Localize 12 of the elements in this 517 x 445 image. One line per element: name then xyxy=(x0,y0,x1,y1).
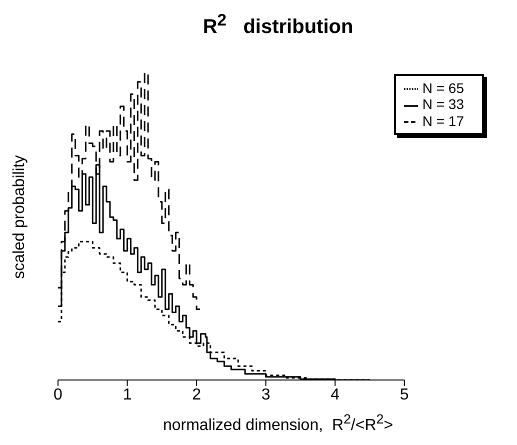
x-tick-label: 5 xyxy=(400,386,409,404)
x-tick-label: 0 xyxy=(54,386,63,404)
x-tick-label: 1 xyxy=(122,386,132,404)
legend-label: N = 65 xyxy=(422,80,464,96)
chart-title: R$^{2}$ distribution xyxy=(202,10,354,38)
legend-label: N = 33 xyxy=(422,96,464,112)
x-tick-label: 4 xyxy=(330,386,340,404)
y-axis-title: scaled probability xyxy=(11,155,28,279)
legend-label: N = 17 xyxy=(422,112,464,129)
x-tick-label: 3 xyxy=(261,386,270,404)
x-axis-title: normalized dimension, R$^{2}$/<R$^{2}$> xyxy=(162,412,394,434)
x-tick-label: 2 xyxy=(192,386,202,404)
